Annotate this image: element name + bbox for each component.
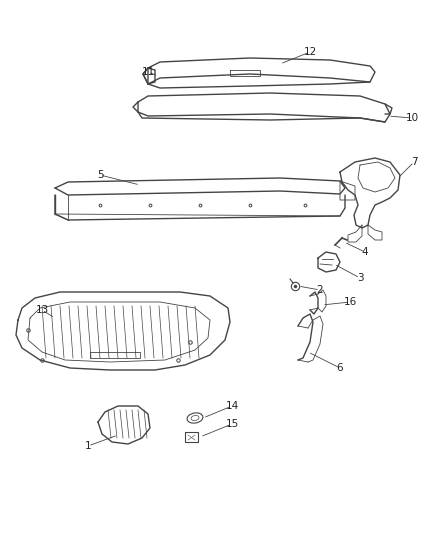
Text: 11: 11	[141, 67, 155, 77]
Text: 6: 6	[337, 363, 343, 373]
Text: 15: 15	[226, 419, 239, 429]
Text: 3: 3	[357, 273, 363, 283]
Text: 1: 1	[85, 441, 91, 451]
Text: 13: 13	[35, 305, 49, 315]
Text: 5: 5	[97, 170, 103, 180]
Text: 10: 10	[406, 113, 419, 123]
Text: 12: 12	[304, 47, 317, 57]
Text: 4: 4	[362, 247, 368, 257]
Text: 16: 16	[343, 297, 357, 307]
Text: 2: 2	[317, 285, 323, 295]
Text: 14: 14	[226, 401, 239, 411]
Text: 7: 7	[411, 157, 417, 167]
